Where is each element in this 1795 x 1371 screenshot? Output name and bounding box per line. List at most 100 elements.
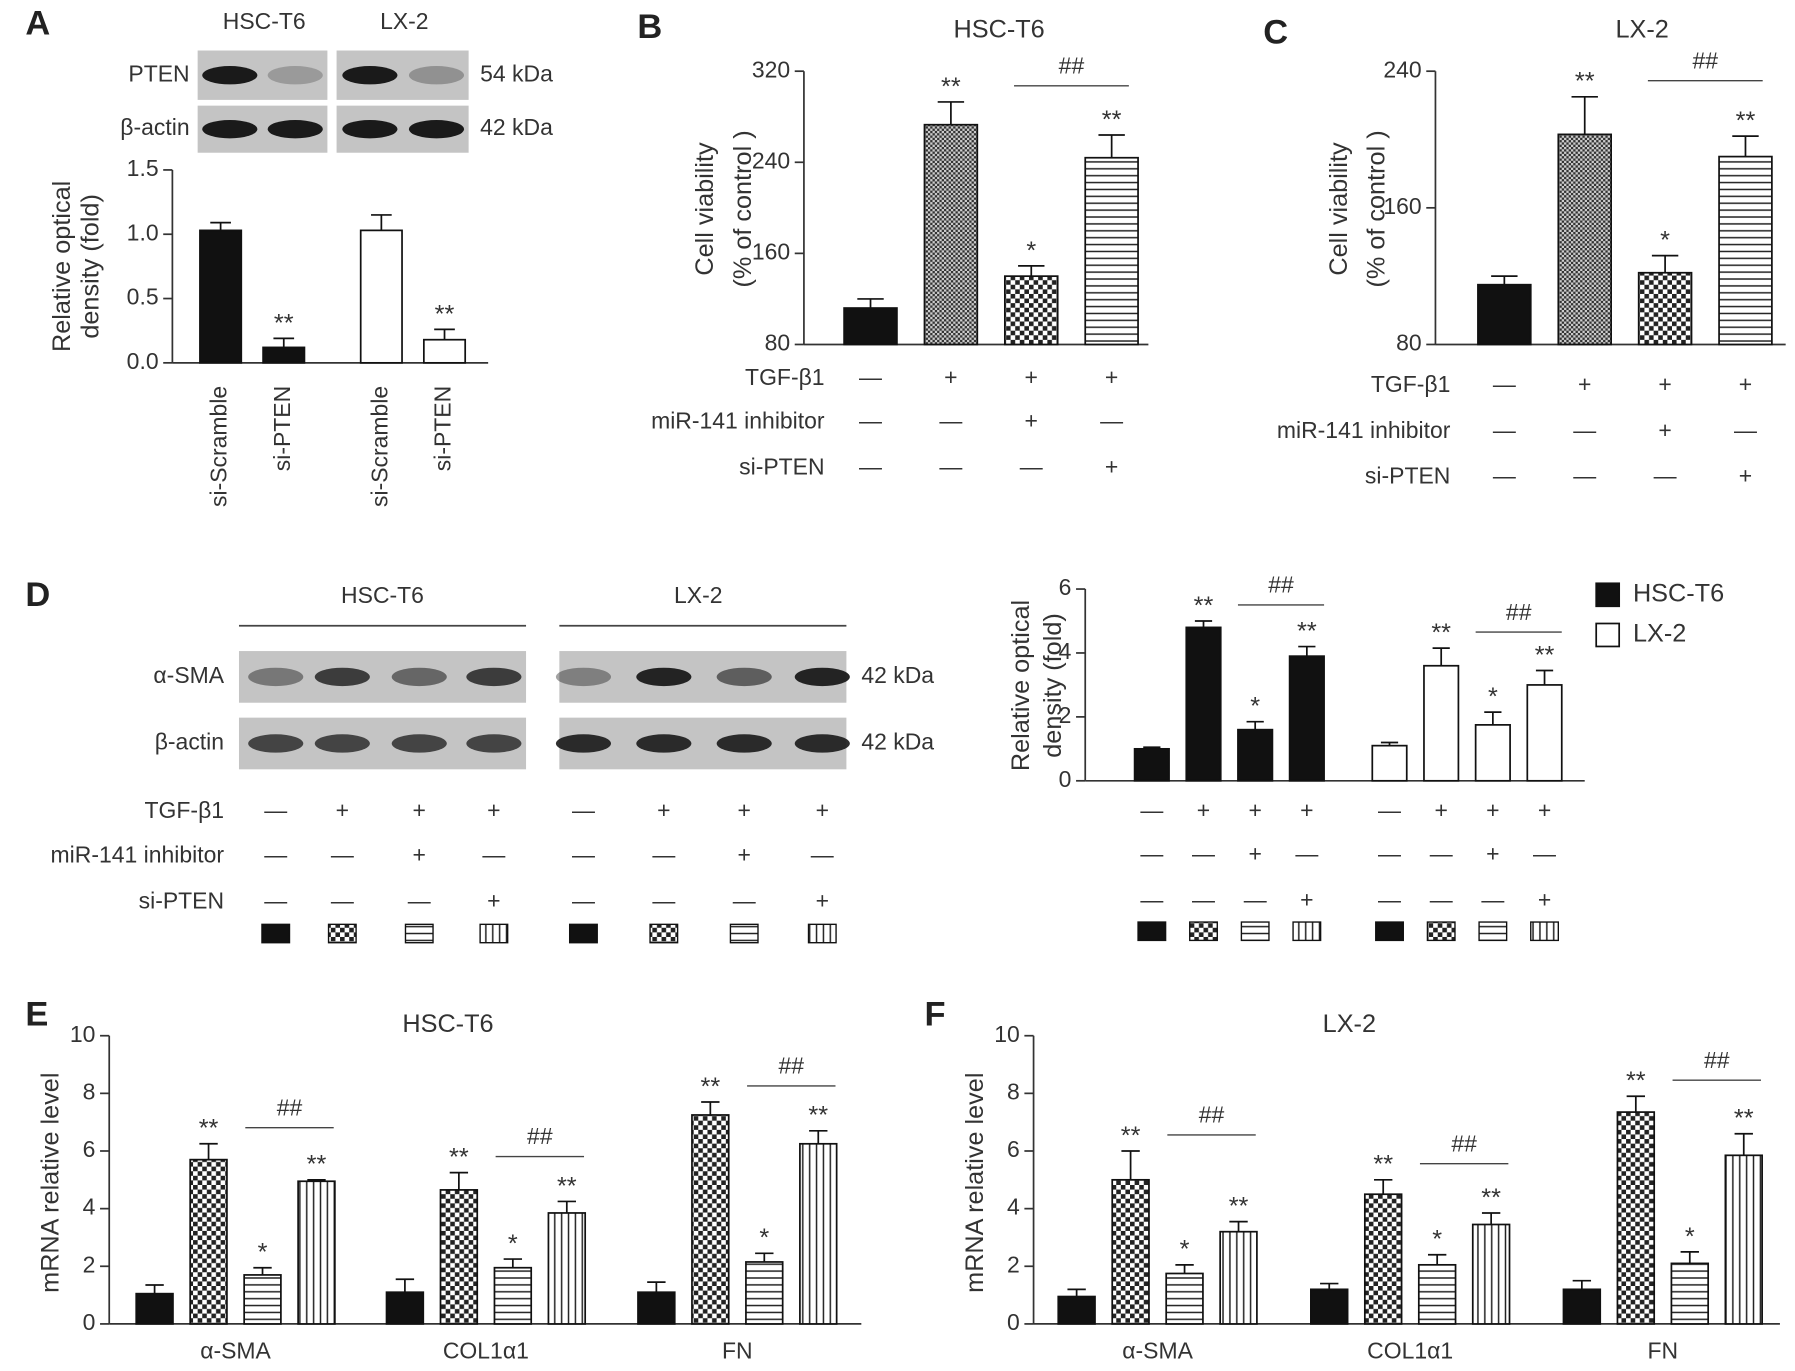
blot-row-label: α-SMA bbox=[153, 662, 224, 688]
error-bar bbox=[809, 1129, 828, 1144]
significance-label: ** bbox=[1373, 1151, 1393, 1179]
bar bbox=[637, 1291, 676, 1325]
condition-sign: + bbox=[1300, 886, 1313, 912]
legend-swatch bbox=[1595, 582, 1621, 608]
condition-label: si-PTEN bbox=[139, 888, 224, 914]
pattern-key bbox=[261, 923, 291, 944]
y-axis-label: Relative optical bbox=[48, 181, 76, 352]
condition-sign: + bbox=[1105, 364, 1118, 390]
error-bar bbox=[371, 214, 392, 231]
condition-sign: — bbox=[572, 842, 595, 868]
condition-sign: + bbox=[816, 888, 829, 914]
bar bbox=[199, 229, 243, 364]
error-bar bbox=[145, 1284, 164, 1294]
y-tick-label: 6 bbox=[1007, 1136, 1020, 1162]
significance-label: ** bbox=[435, 300, 455, 328]
error-bar bbox=[1626, 1095, 1646, 1113]
condition-sign: + bbox=[816, 797, 829, 823]
y-tick-label: 160 bbox=[1383, 193, 1421, 219]
blot-band bbox=[794, 667, 850, 687]
bar bbox=[1371, 744, 1408, 782]
panel-letter: F bbox=[924, 995, 945, 1033]
condition-label: miR-141 inhibitor bbox=[1277, 417, 1451, 443]
y-axis-label: Cell viability bbox=[1325, 142, 1353, 276]
blot-band bbox=[267, 66, 323, 85]
pattern-key bbox=[1240, 921, 1270, 942]
significance-label: ** bbox=[307, 1151, 327, 1179]
y-tick-label: 320 bbox=[752, 56, 790, 82]
bar bbox=[1477, 283, 1532, 346]
condition-sign: — bbox=[1378, 886, 1401, 912]
significance-label: ** bbox=[1575, 68, 1595, 96]
significance-label: ** bbox=[449, 1144, 469, 1172]
comparison-label: ## bbox=[779, 1053, 805, 1079]
condition-sign: + bbox=[1105, 454, 1118, 480]
condition-sign: + bbox=[944, 364, 957, 390]
significance-label: ** bbox=[1229, 1193, 1249, 1221]
condition-sign: — bbox=[1573, 417, 1596, 443]
error-bar bbox=[557, 1200, 576, 1213]
significance-label: ** bbox=[701, 1073, 721, 1101]
significance-label: ** bbox=[557, 1172, 577, 1200]
pattern-key bbox=[1478, 921, 1508, 942]
y-axis-label: density (fold) bbox=[77, 194, 105, 339]
error-bar bbox=[1380, 741, 1399, 746]
bar bbox=[843, 307, 898, 346]
significance-label: ** bbox=[1102, 106, 1122, 134]
significance-label: ** bbox=[1736, 107, 1756, 135]
condition-sign: — bbox=[1192, 886, 1215, 912]
significance-label: ** bbox=[199, 1115, 219, 1143]
condition-sign: + bbox=[1739, 463, 1752, 489]
y-axis-label: Cell viability bbox=[691, 142, 719, 276]
condition-sign: — bbox=[652, 842, 675, 868]
pattern-key bbox=[1189, 921, 1218, 942]
bar bbox=[799, 1142, 838, 1325]
legend-label: LX-2 bbox=[1633, 620, 1686, 648]
legend-label: HSC-T6 bbox=[1633, 579, 1724, 607]
blot-band bbox=[466, 667, 522, 687]
condition-sign: + bbox=[413, 842, 426, 868]
bar bbox=[923, 123, 979, 346]
blot-row-label: β-actin bbox=[155, 729, 224, 755]
bar bbox=[1185, 626, 1222, 782]
condition-sign: — bbox=[652, 888, 675, 914]
error-bar bbox=[647, 1281, 666, 1293]
y-tick-label: 2 bbox=[1007, 1251, 1020, 1277]
blot-size-label: 42 kDa bbox=[861, 729, 934, 755]
condition-sign: — bbox=[939, 408, 962, 434]
y-axis-label: (% of control ) bbox=[729, 130, 757, 287]
significance-label: ** bbox=[1734, 1105, 1754, 1133]
pattern-key bbox=[807, 923, 837, 944]
y-tick-label: 0.0 bbox=[127, 348, 159, 374]
y-tick-label: 160 bbox=[752, 238, 790, 264]
y-axis-label: Relative optical bbox=[1007, 600, 1035, 771]
error-bar bbox=[395, 1278, 415, 1293]
condition-sign: — bbox=[1140, 886, 1163, 912]
blot-band bbox=[636, 667, 692, 687]
condition-sign: — bbox=[1481, 886, 1504, 912]
significance-label: * bbox=[258, 1239, 268, 1267]
bar bbox=[297, 1180, 336, 1325]
significance-label: * bbox=[1026, 237, 1036, 265]
condition-sign: + bbox=[487, 797, 500, 823]
error-bar bbox=[1194, 620, 1213, 628]
y-tick-label: 6 bbox=[1059, 574, 1072, 600]
condition-sign: + bbox=[336, 797, 349, 823]
blot-band bbox=[794, 734, 850, 753]
y-tick-label: 0.5 bbox=[127, 284, 159, 310]
legend-swatch bbox=[1595, 622, 1621, 648]
significance-label: * bbox=[1488, 683, 1498, 711]
bar bbox=[1423, 664, 1460, 782]
y-tick-label: 4 bbox=[1059, 638, 1072, 664]
condition-sign: — bbox=[811, 842, 834, 868]
blot-band bbox=[267, 119, 323, 139]
bar bbox=[1165, 1272, 1204, 1325]
error-bar bbox=[1175, 1263, 1194, 1274]
group-label: LX-2 bbox=[380, 8, 428, 34]
bar bbox=[745, 1261, 784, 1325]
bar bbox=[691, 1114, 730, 1325]
panel-letter: C bbox=[1263, 14, 1288, 52]
significance-label: ** bbox=[1297, 617, 1317, 645]
comparison-label: ## bbox=[1693, 47, 1719, 73]
